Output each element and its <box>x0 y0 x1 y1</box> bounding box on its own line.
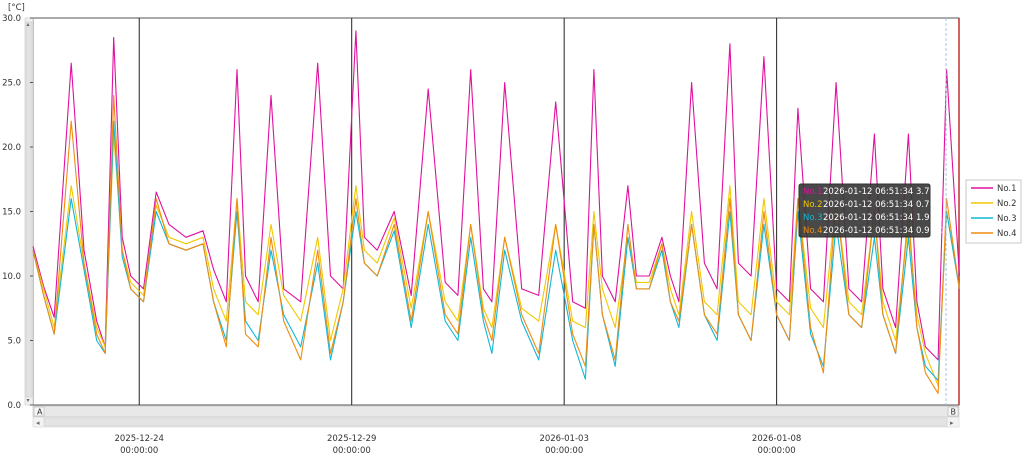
marker-b[interactable] <box>947 406 959 417</box>
y-tick-label: 0.0 <box>7 401 21 411</box>
y-tick-label: 20.0 <box>2 143 21 153</box>
legend-label-2: No.2 <box>997 199 1017 209</box>
tooltip-name-3: No.3 <box>803 213 823 223</box>
x-tick-date: 2026-01-03 <box>539 434 588 444</box>
series-lines <box>32 30 960 394</box>
legend-label-4: No.4 <box>997 229 1017 239</box>
x-tick-time: 00:00:00 <box>333 446 371 456</box>
y-unit-label: [°C] <box>8 3 25 13</box>
y-tick-label: 10.0 <box>2 272 21 282</box>
scroll-right-icon[interactable]: ▸ <box>950 419 954 427</box>
scroll-up-icon[interactable]: ▴ <box>27 21 30 28</box>
tooltip-value-2: 2026-01-12 06:51:34 0.7 °C <box>823 200 942 210</box>
x-tick-time: 00:00:00 <box>758 446 796 456</box>
tooltip-name-4: No.4 <box>803 226 823 236</box>
y-axis: 0.0 5.0 10.0 15.0 20.0 25.0 30.0 <box>2 14 33 411</box>
tooltip-name-2: No.2 <box>803 200 823 210</box>
x-tick-date: 2025-12-29 <box>327 434 376 444</box>
value-tooltip: No.1 2026-01-12 06:51:34 3.7 °C No.2 202… <box>798 183 942 238</box>
series-line-no4 <box>32 94 960 394</box>
y-tick-label: 25.0 <box>2 79 21 89</box>
x-tick-time: 00:00:00 <box>545 446 583 456</box>
x-tick-date: 2025-12-24 <box>115 434 164 444</box>
scroll-down-icon[interactable]: ▾ <box>27 397 30 404</box>
marker-a[interactable] <box>33 406 45 417</box>
date-gridlines <box>138 18 778 405</box>
x-tick-date: 2026-01-08 <box>752 434 801 444</box>
legend-label-3: No.3 <box>997 214 1017 224</box>
x-scroll-thumb[interactable] <box>43 417 948 427</box>
marker-a-label: A <box>37 408 43 417</box>
y-tick-label: 15.0 <box>2 208 21 218</box>
legend-label-1: No.1 <box>997 184 1017 194</box>
tooltip-name-1: No.1 <box>803 187 823 197</box>
tooltip-value-3: 2026-01-12 06:51:34 1.9 °C <box>823 213 942 223</box>
y-scroll-thumb[interactable] <box>25 21 33 398</box>
y-tick-label: 5.0 <box>7 337 21 347</box>
x-tick-time: 00:00:00 <box>120 446 158 456</box>
scroll-left-icon[interactable]: ◂ <box>36 419 40 427</box>
marker-b-label: B <box>951 408 957 417</box>
tooltip-value-4: 2026-01-12 06:51:34 0.9 °C <box>823 226 942 236</box>
series-line-no1 <box>32 30 960 361</box>
x-scrollbar[interactable]: ◂ ▸ A B <box>32 405 960 428</box>
series-line-no2 <box>32 133 960 387</box>
y-tick-label: 30.0 <box>2 14 21 24</box>
tooltip-value-1: 2026-01-12 06:51:34 3.7 °C <box>823 187 942 197</box>
legend[interactable]: No.1 No.2 No.3 No.4 <box>965 179 1022 244</box>
x-axis-labels: 2025-12-24 00:00:00 2025-12-29 00:00:00 2026… <box>115 434 802 456</box>
